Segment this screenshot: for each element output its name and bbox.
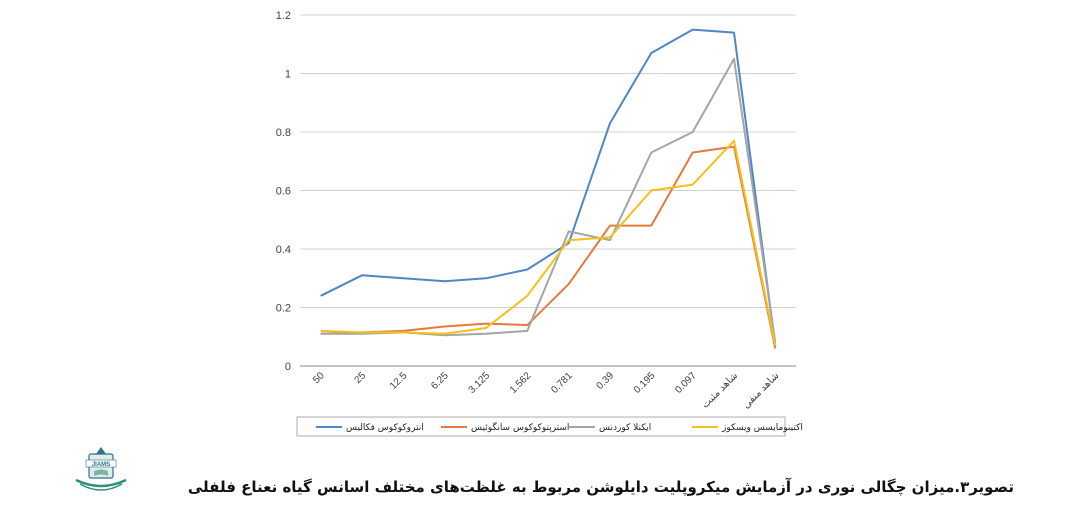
legend-box <box>296 416 786 437</box>
x-tick-label: 12.5 <box>388 370 410 392</box>
series-line-1 <box>320 28 777 346</box>
y-tick-label: 0.2 <box>276 303 291 315</box>
figure-caption: تصویر۳.میزان چگالی نوری در آزمایش میکروپ… <box>187 478 1014 496</box>
x-tick-label: شاهد مثبت <box>700 370 740 410</box>
y-tick-labels: 0 0.2 0.4 0.6 0.8 1 1.2 <box>276 10 291 373</box>
x-tick-label: 6.25 <box>429 370 451 392</box>
series-lines <box>320 28 777 349</box>
x-tick-label: 0.097 <box>673 370 699 396</box>
legend-label: انتروکوکوس فکالیس <box>346 423 424 433</box>
grid-lines <box>300 14 796 367</box>
x-tick-labels: 50 25 12.5 6.25 3.125 1.562 0.781 0.39 0.195 0.09… <box>311 370 781 411</box>
y-tick-label: 1 <box>285 69 291 81</box>
y-tick-label: 0.6 <box>276 186 291 198</box>
series-line-4 <box>320 139 777 346</box>
legend-label: ایکنلا کوردنس <box>599 423 651 433</box>
x-tick-label: 50 <box>311 370 327 386</box>
x-tick-label: 0.39 <box>595 370 617 392</box>
logo-text: JIAMS <box>92 462 110 468</box>
y-tick-label: 0 <box>285 361 291 373</box>
x-tick-label: 25 <box>352 370 368 386</box>
y-tick-label: 0.4 <box>276 244 291 256</box>
y-tick-label: 1.2 <box>276 10 291 22</box>
legend-label: اکتینومایسس ویسکوز <box>721 423 803 433</box>
x-tick-label: شاهد منفی <box>741 370 782 411</box>
legend: انتروکوکوس فکالیس استرپتوکوکوس سانگوئیس ای… <box>296 416 803 437</box>
x-tick-label: 3.125 <box>467 370 493 396</box>
journal-logo-icon: JIAMS <box>75 447 127 491</box>
series-line-2 <box>320 145 777 349</box>
x-tick-label: 1.562 <box>508 370 534 396</box>
x-tick-label: 0.781 <box>549 370 575 396</box>
legend-label: استرپتوکوکوس سانگوئیس <box>471 421 569 433</box>
series-line-3 <box>320 57 777 343</box>
y-tick-label: 0.8 <box>276 127 291 139</box>
x-tick-label: 0.195 <box>632 370 658 396</box>
